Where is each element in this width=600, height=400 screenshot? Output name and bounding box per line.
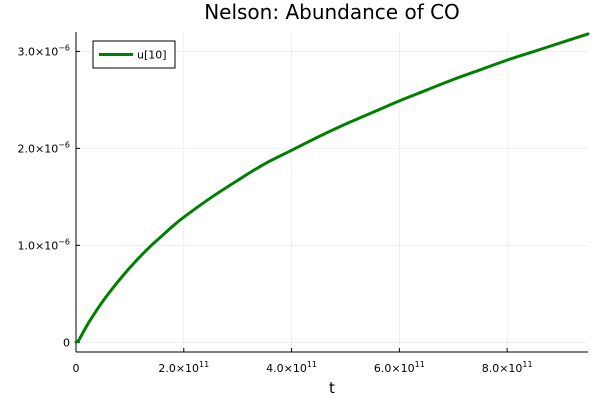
chart-title: Nelson: Abundance of CO	[204, 0, 460, 24]
x-tick-label: 0	[73, 362, 80, 375]
x-tick-label: 2.0×1011	[158, 360, 209, 375]
series-layer	[74, 32, 590, 344]
x-tick-label: 6.0×1011	[374, 360, 425, 375]
y-tick-label: 3.0×10−6	[17, 43, 70, 58]
y-tick-label: 1.0×10−6	[17, 237, 70, 252]
x-tick-label: 8.0×1011	[482, 360, 533, 375]
legend: u[10]	[92, 40, 176, 69]
legend-label: u[10]	[137, 49, 167, 62]
series-line	[74, 32, 590, 344]
y-tick-label: 2.0×10−6	[17, 140, 70, 155]
y-tick-label: 0	[63, 336, 70, 349]
x-tick-label: 4.0×1011	[266, 360, 317, 375]
x-axis-label: t	[329, 379, 335, 397]
axes: 0 2.0×1011 4.0×1011 6.0×1011 8.0×1011 0 1.0×10…	[17, 32, 588, 375]
